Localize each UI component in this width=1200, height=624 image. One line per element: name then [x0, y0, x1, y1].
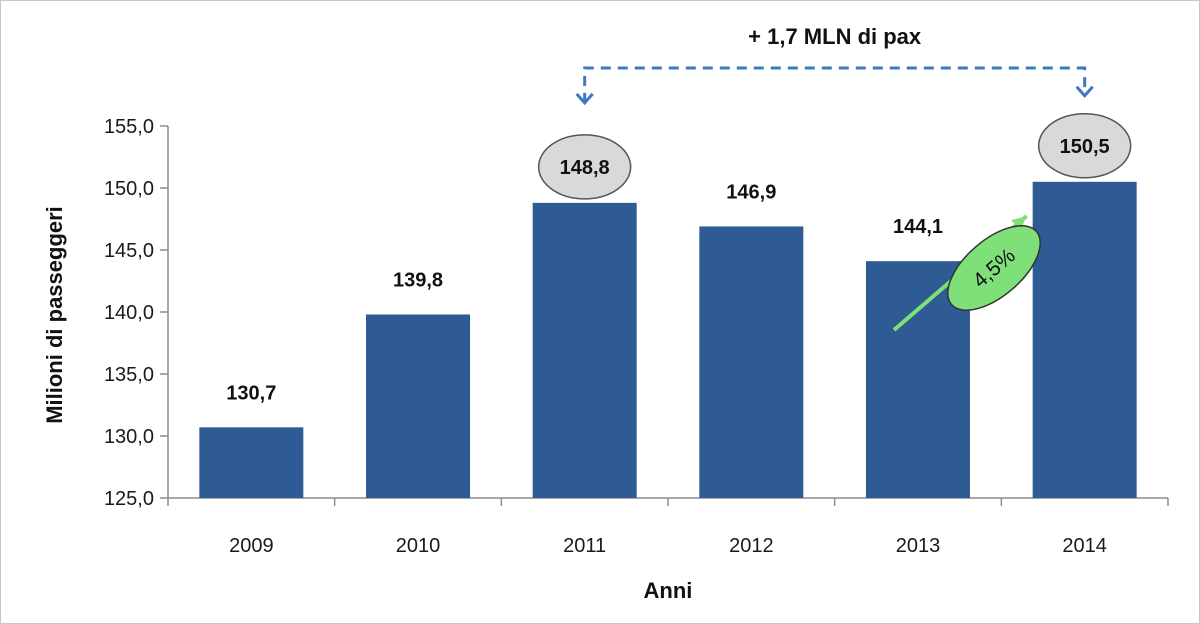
bar-2012: [699, 226, 804, 498]
difference-label: + 1,7 MLN di pax: [748, 24, 922, 49]
data-label-2010: 139,8: [393, 269, 443, 291]
x-tick-label: 2014: [1062, 535, 1107, 557]
bar-2014: [1032, 181, 1137, 499]
data-labels: 130,7 139,8 148,8 146,9 144,1 150,5: [226, 113, 1132, 404]
highlight-bubble-2014: [1037, 113, 1132, 179]
data-label-2014: 150,5: [1060, 136, 1110, 158]
y-tick-label: 135,0: [104, 364, 154, 386]
bars: [199, 181, 1137, 499]
bar-2009: [199, 427, 304, 498]
y-tick-label: 145,0: [104, 240, 154, 262]
x-tick-label: 2009: [229, 535, 274, 557]
growth-bubble: [947, 225, 1041, 311]
y-tick-label: 130,0: [104, 426, 154, 448]
difference-arrowhead: [1075, 85, 1094, 99]
x-tick-label: 2010: [396, 535, 441, 557]
x-axis-title: Anni: [644, 578, 693, 603]
data-label-2012: 146,9: [726, 181, 776, 203]
data-label-2011: 148,8: [560, 157, 610, 179]
y-tick-label: 155,0: [104, 116, 154, 138]
difference-bracket: [583, 66, 1087, 103]
growth-arrowhead: [1011, 216, 1027, 231]
data-label-2009: 130,7: [226, 382, 276, 404]
bar-2010: [366, 314, 470, 498]
x-tick-label: 2011: [563, 535, 606, 557]
highlight-bubble-2011: [537, 134, 632, 200]
bar-2011: [532, 202, 637, 498]
y-axis-title: Milioni di passeggeri: [42, 206, 67, 424]
y-tick-label: 125,0: [104, 488, 154, 510]
data-label-2013: 144,1: [893, 216, 943, 238]
y-tick-label: 150,0: [104, 178, 154, 200]
axes: 125,0 130,0 135,0 140,0 145,0 150,0 155,0 2009 2…: [104, 116, 1169, 557]
y-tick-label: 140,0: [104, 302, 154, 324]
difference-arrowhead: [575, 92, 594, 106]
x-tick-label: 2013: [896, 535, 941, 557]
x-tick-label: 2012: [729, 535, 774, 557]
